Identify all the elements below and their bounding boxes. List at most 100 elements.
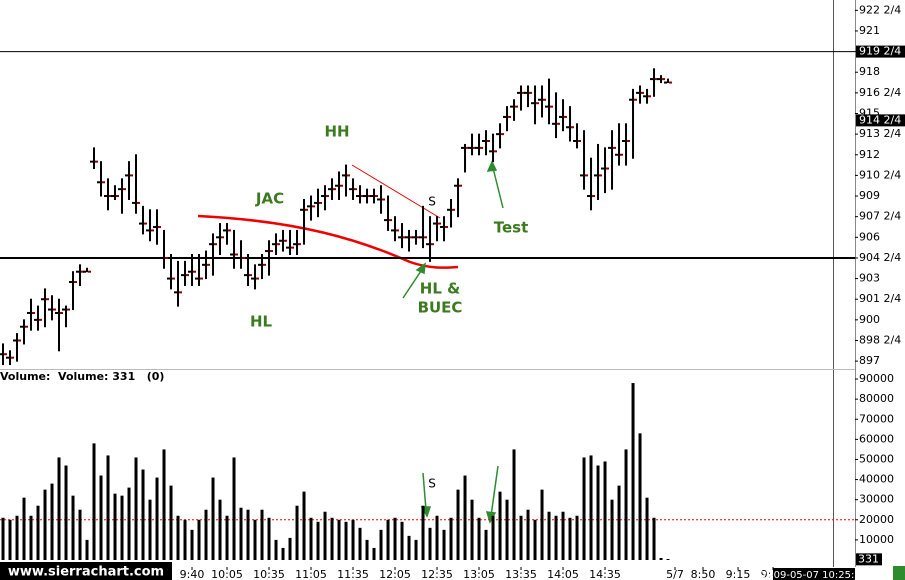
cursor-time-box [773,568,855,580]
annotation: JAC [255,190,284,208]
volume-bar [428,527,432,560]
volume-bar [197,519,201,560]
volume-bar [218,499,222,560]
y-tick-label: 80000 [859,392,894,405]
x-axis-area [0,567,905,580]
volume-bar [190,529,194,560]
volume-bar [274,539,278,560]
volume-bar [316,521,320,560]
volume-bar [239,507,243,560]
volume-bar [393,517,397,560]
volume-bar [582,457,586,560]
volume-bar [491,515,495,560]
volume-bar [512,449,516,560]
annotation: S [428,195,436,209]
volume-bar [400,521,404,560]
volume-bar [43,489,47,560]
status-box [893,566,905,580]
volume-bar [638,433,642,560]
volume-bar [526,509,530,560]
watermark: www.sierrachart.com [8,565,164,580]
volume-bar [610,499,614,560]
y-tick-label: 904 2/4 [859,251,901,264]
volume-bar [519,515,523,560]
volume-bar [470,499,474,560]
volume-bar [484,529,488,560]
arrow [492,167,504,209]
volume-bar [631,383,635,560]
cursor-time: 2009-05-07 10:25:00 [761,570,867,580]
volume-bar [232,457,236,560]
volume-bar [225,515,229,560]
y-tick-label: 906 [859,230,880,243]
y-tick-label: 898 2/4 [859,333,901,346]
volume-bar [449,517,453,560]
trend-curve [197,214,459,269]
volume-bar [260,509,264,560]
volume-bar [442,529,446,560]
volume-bar [8,519,12,560]
volume-bar [659,557,663,560]
volume-bar [253,519,257,560]
y-tick-label: 922 2/4 [859,3,901,16]
volume-bar [281,547,285,560]
x-tick-label: 11:35 [337,568,369,580]
volume-bar [421,505,425,560]
x-tick-label: 12:35 [421,568,453,580]
volume-bar [1,517,5,560]
volume-bar [148,499,152,560]
y-tick-label: 903 [859,272,880,285]
y-tick-label: 918 [859,65,880,78]
volume-bar [575,515,579,560]
arrow [422,472,427,511]
volume-bar [652,517,656,560]
volume-bar [78,509,82,560]
y-tick-label: 30000 [859,493,894,506]
volume-bar [127,487,131,560]
last-volume-box [856,553,882,566]
volume-bar [99,475,103,560]
volume-bar [169,485,173,560]
x-tick-label: 10:05 [211,568,243,580]
x-tick-label: 14:05 [547,568,579,580]
volume-bar [155,477,159,560]
volume-bar [603,461,607,560]
arrow [490,465,499,517]
x-tick-label: 13:35 [505,568,537,580]
volume-bar [162,449,166,560]
x-tick-label: 10:35 [253,568,285,580]
volume-bar [533,519,537,560]
y-tick-label: 50000 [859,452,894,465]
volume-bar [386,519,390,560]
volume-bar [407,535,411,560]
annotation: S [428,477,436,491]
arrow [402,267,424,299]
volume-bar [498,491,502,560]
volume-bar [540,489,544,560]
y-tick-label: 60000 [859,432,894,445]
y-tick-label: 70000 [859,412,894,425]
volume-bar [120,495,124,560]
volume-bar [351,519,355,560]
volume-bar [463,475,467,560]
volume-bar [176,515,180,560]
volume-bar [141,469,145,560]
arrowhead [415,262,426,275]
volume-bar [379,529,383,560]
volume-bar [22,497,26,560]
y-tick-label: 913 2/4 [859,127,901,140]
x-tick-label: 12:05 [379,568,411,580]
volume-bar [267,517,271,560]
volume-bar [330,517,334,560]
volume-bar [337,519,341,560]
volume-bar [344,521,348,560]
price-marker-box [856,114,905,127]
volume-bar [113,493,117,560]
volume-bar [456,489,460,560]
annotation: HL & [420,280,460,298]
level-label: 919 2/4 [859,45,901,58]
volume-bar [645,497,649,560]
annotation: Test [494,219,529,237]
volume-bar [85,539,89,560]
